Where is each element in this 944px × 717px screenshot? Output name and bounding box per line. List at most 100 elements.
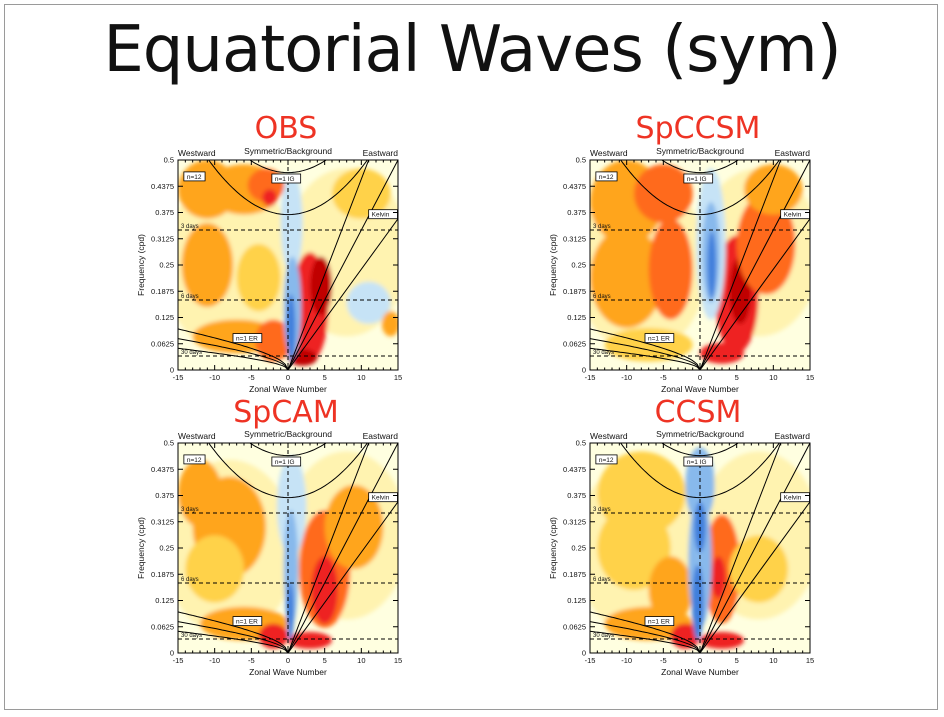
curve-label-er-box bbox=[644, 333, 675, 344]
curve-label-n12-box bbox=[183, 171, 206, 182]
label-symmetric-background: Symmetric/Background bbox=[656, 146, 744, 156]
contour-blob-6 bbox=[311, 556, 338, 624]
x-tick-label-0: -15 bbox=[173, 656, 184, 665]
x-tick-label-5: 10 bbox=[769, 373, 777, 382]
curve-label-n12: n=12 bbox=[599, 174, 614, 181]
y-tick-label-8: 0.5 bbox=[164, 439, 174, 448]
ig-curve-1 bbox=[620, 443, 780, 499]
kelvin-line-0 bbox=[699, 443, 810, 653]
contour-blob-3 bbox=[648, 218, 693, 320]
curve-label-er: n=1 ER bbox=[236, 619, 258, 626]
period-label-2: 30 days bbox=[181, 633, 202, 639]
contour-blob-9 bbox=[744, 164, 803, 215]
period-label-1: 6 days bbox=[593, 294, 611, 300]
ig-curve-1 bbox=[208, 443, 368, 499]
label-eastward: Eastward bbox=[775, 431, 811, 441]
period-label-2: 30 days bbox=[181, 350, 202, 356]
contour-blob-5 bbox=[236, 244, 281, 312]
contour-blob-9 bbox=[277, 455, 307, 557]
ig-curve-2 bbox=[661, 160, 739, 174]
y-tick-label-6: 0.375 bbox=[567, 208, 586, 217]
curve-label-kelvin: Kelvin bbox=[784, 495, 802, 502]
label-eastward: Eastward bbox=[775, 148, 811, 158]
y-tick-label-1: 0.0625 bbox=[151, 622, 174, 631]
curve-label-ig: n=1 IG bbox=[687, 176, 707, 183]
x-tick-label-3: 0 bbox=[286, 656, 290, 665]
curve-label-ig-box bbox=[271, 456, 302, 467]
y-tick-label-1: 0.0625 bbox=[151, 339, 174, 348]
y-tick-label-4: 0.25 bbox=[159, 261, 174, 270]
y-tick-label-7: 0.4375 bbox=[151, 465, 174, 474]
x-tick-label-1: -10 bbox=[209, 656, 220, 665]
er-curve-3 bbox=[178, 630, 289, 653]
period-label-1: 6 days bbox=[181, 294, 199, 300]
curve-label-er-box bbox=[232, 616, 263, 627]
ig-curve-2 bbox=[249, 443, 327, 457]
y-tick-label-1: 0.0625 bbox=[563, 622, 586, 631]
contour-blob-8 bbox=[729, 535, 788, 603]
x-tick-label-4: 5 bbox=[735, 373, 739, 382]
panel-spccsm: 3 days 6 days 30 days n=12 n=1 IG Kelvin n=1 E… bbox=[548, 146, 814, 394]
contour-blob-13 bbox=[332, 168, 391, 219]
y-tick-label-2: 0.125 bbox=[155, 313, 174, 322]
panel-title-ccsm: CCSM bbox=[654, 395, 742, 430]
y-tick-label-3: 0.1875 bbox=[151, 570, 174, 579]
period-label-2: 30 days bbox=[593, 633, 614, 639]
x-tick-label-3: 0 bbox=[698, 656, 702, 665]
ig-curve-1 bbox=[620, 160, 780, 216]
kelvin-line-0 bbox=[287, 160, 398, 370]
contour-blob-2 bbox=[648, 556, 693, 624]
y-tick-label-6: 0.375 bbox=[155, 491, 174, 500]
y-tick-label-5: 0.3125 bbox=[563, 234, 586, 243]
er-curve-3 bbox=[590, 630, 701, 653]
er-curve-2 bbox=[178, 338, 289, 370]
x-tick-label-1: -10 bbox=[621, 373, 632, 382]
x-tick-label-5: 10 bbox=[769, 656, 777, 665]
contour-blob-4 bbox=[258, 623, 288, 649]
panel-spcam: 3 days 6 days 30 days n=12 n=1 IG Kelvin n=1 E… bbox=[136, 429, 402, 677]
curve-label-kelvin: Kelvin bbox=[372, 495, 390, 502]
y-tick-label-3: 0.1875 bbox=[563, 287, 586, 296]
label-symmetric-background: Symmetric/Background bbox=[244, 146, 332, 156]
curve-label-ig: n=1 IG bbox=[275, 459, 295, 466]
ig-curve-2 bbox=[249, 160, 327, 174]
contour-field bbox=[178, 160, 398, 370]
curve-label-kelvin-box bbox=[368, 492, 398, 503]
er-curve-3 bbox=[178, 347, 289, 370]
contour-blob-2 bbox=[590, 227, 664, 328]
label-symmetric-background: Symmetric/Background bbox=[656, 429, 744, 439]
er-curve-3 bbox=[590, 347, 701, 370]
y-axis-title: Frequency (cpd) bbox=[548, 517, 558, 579]
y-axis-title: Frequency (cpd) bbox=[136, 517, 146, 579]
contour-blob-6 bbox=[711, 556, 726, 599]
label-westward: Westward bbox=[178, 148, 216, 158]
contour-blob-7 bbox=[700, 632, 744, 649]
kelvin-line-0 bbox=[287, 443, 398, 653]
curve-label-er-box bbox=[644, 616, 675, 627]
period-label-0: 3 days bbox=[593, 507, 611, 513]
y-tick-label-0: 0 bbox=[170, 649, 174, 658]
curve-label-ig-box bbox=[683, 456, 714, 467]
y-tick-label-3: 0.1875 bbox=[151, 287, 174, 296]
curve-label-ig: n=1 IG bbox=[687, 459, 707, 466]
curve-label-ig: n=1 IG bbox=[275, 176, 295, 183]
y-tick-label-8: 0.5 bbox=[164, 156, 174, 165]
contour-blob-4 bbox=[181, 223, 233, 307]
x-tick-label-3: 0 bbox=[698, 373, 702, 382]
period-label-1: 6 days bbox=[593, 577, 611, 583]
kelvin-line-1 bbox=[287, 501, 398, 653]
contour-blob-11 bbox=[691, 564, 704, 641]
kelvin-line-2 bbox=[699, 160, 782, 370]
y-tick-label-3: 0.1875 bbox=[563, 570, 586, 579]
contour-blob-1 bbox=[634, 164, 693, 223]
y-tick-label-4: 0.25 bbox=[571, 261, 586, 270]
x-tick-label-4: 5 bbox=[735, 656, 739, 665]
kelvin-line-1 bbox=[699, 218, 810, 370]
curve-label-er-box bbox=[232, 333, 263, 344]
x-tick-label-0: -15 bbox=[173, 373, 184, 382]
period-label-0: 3 days bbox=[181, 507, 199, 513]
x-tick-label-3: 0 bbox=[286, 373, 290, 382]
x-tick-label-6: 15 bbox=[806, 373, 814, 382]
contour-blobs bbox=[178, 451, 398, 649]
y-tick-label-5: 0.3125 bbox=[151, 517, 174, 526]
